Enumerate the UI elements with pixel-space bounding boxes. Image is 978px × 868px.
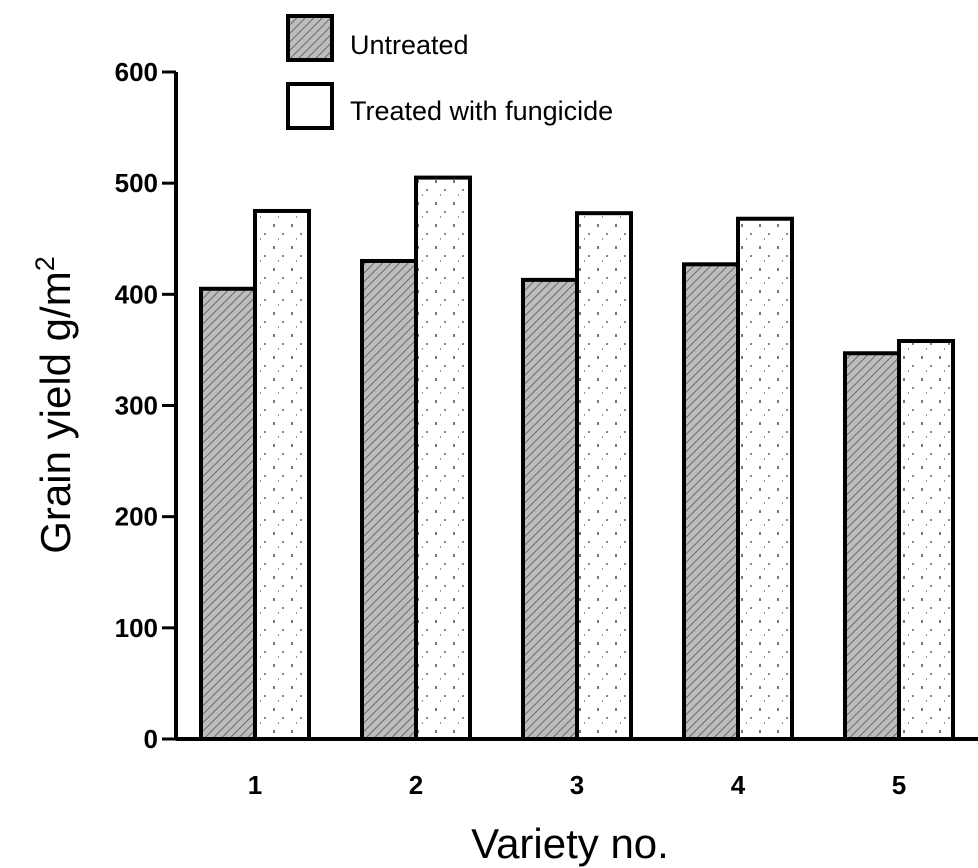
x-tick-label: 3 xyxy=(570,770,584,800)
y-axis-title-main: Grain yield g/m xyxy=(32,271,79,553)
bar-untreated-5 xyxy=(843,351,901,741)
bar-treated-3 xyxy=(575,211,633,742)
y-axis-title-superscript: 2 xyxy=(30,256,60,271)
bar-treated-5 xyxy=(897,339,955,741)
y-axis-ticks: 0 100 200 300 400 500 600 xyxy=(115,57,176,754)
x-axis-ticks: 1 2 3 4 5 xyxy=(248,770,906,800)
x-tick-label: 5 xyxy=(892,770,906,800)
x-tick-label: 2 xyxy=(409,770,423,800)
y-tick-label: 300 xyxy=(115,391,158,421)
legend-swatch-untreated xyxy=(286,14,334,62)
y-tick-label: 0 xyxy=(144,724,158,754)
y-tick-label: 600 xyxy=(115,57,158,87)
x-tick-label: 4 xyxy=(731,770,746,800)
y-axis-title: Grain yield g/m2 xyxy=(30,256,79,553)
legend: Untreated Treated with fungicide xyxy=(286,14,613,130)
legend-label-untreated: Untreated xyxy=(350,30,469,60)
bar-treated-4 xyxy=(736,216,794,742)
y-tick-label: 500 xyxy=(115,168,158,198)
x-tick-label: 1 xyxy=(248,770,262,800)
bar-untreated-3 xyxy=(521,277,579,741)
bar-untreated-4 xyxy=(682,262,740,741)
y-tick-label: 100 xyxy=(115,613,158,643)
y-tick-label: 200 xyxy=(115,502,158,532)
bars xyxy=(199,175,955,742)
bar-treated-2 xyxy=(414,175,472,741)
legend-swatch-treated xyxy=(286,82,334,130)
y-tick-label: 400 xyxy=(115,279,158,309)
x-axis-title: Variety no. xyxy=(471,820,669,867)
legend-label-treated: Treated with fungicide xyxy=(350,96,613,126)
bar-untreated-2 xyxy=(360,258,418,741)
bar-untreated-1 xyxy=(199,286,257,741)
bar-treated-1 xyxy=(253,208,311,742)
